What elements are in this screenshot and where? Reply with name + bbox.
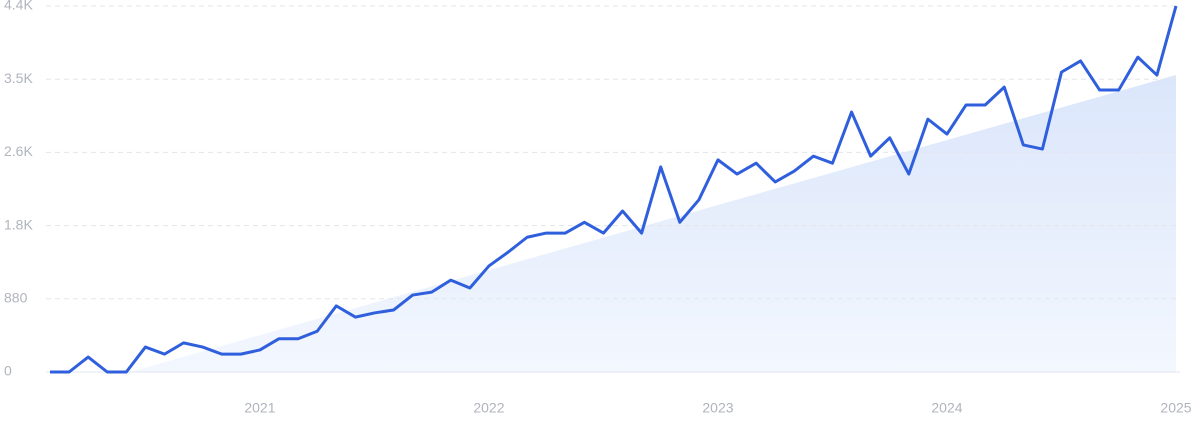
y-tick-label: 1.8K — [4, 216, 33, 232]
x-tick-label: 2021 — [244, 400, 275, 416]
y-tick-label: 880 — [4, 290, 28, 306]
y-tick-label: 0 — [4, 363, 12, 379]
x-tick-label: 2022 — [473, 400, 504, 416]
line — [50, 5, 1178, 374]
trend-area — [130, 75, 1176, 372]
y-tick-label: 3.5K — [4, 70, 33, 86]
x-tick-label: 2024 — [931, 400, 962, 416]
y-tick-label: 4.4K — [4, 0, 33, 13]
x-tick-label: 2025 — [1160, 400, 1191, 416]
y-tick-label: 2.6K — [4, 143, 33, 159]
x-tick-label: 2023 — [702, 400, 733, 416]
